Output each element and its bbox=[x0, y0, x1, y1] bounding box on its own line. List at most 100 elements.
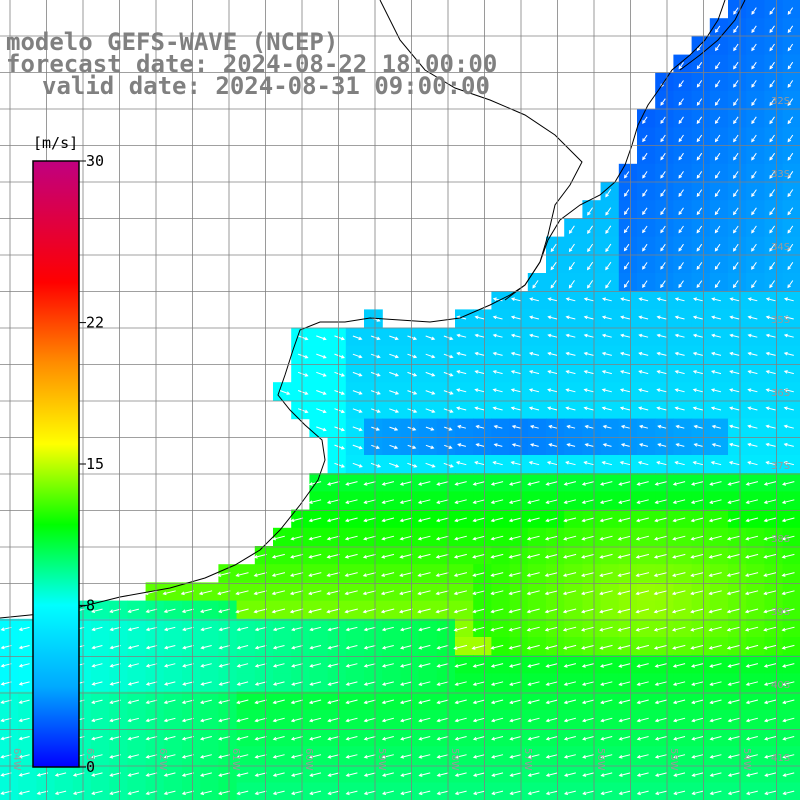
wind-arrow bbox=[127, 754, 140, 759]
wind-arrow bbox=[691, 772, 704, 777]
wind-arrow bbox=[363, 499, 376, 504]
wind-arrow bbox=[562, 572, 577, 577]
wind-arrow bbox=[279, 390, 291, 395]
wind-arrow bbox=[345, 681, 358, 686]
wind-arrow bbox=[308, 499, 322, 504]
wind-arrow bbox=[547, 315, 558, 320]
wind-arrow bbox=[290, 535, 304, 541]
wind-arrow bbox=[344, 535, 358, 541]
wind-arrow bbox=[764, 736, 777, 741]
wind-arrow bbox=[726, 572, 741, 577]
wind-arrow bbox=[453, 572, 468, 577]
wind-arrow bbox=[675, 443, 685, 447]
wind-arrow bbox=[362, 572, 377, 577]
wind-arrow bbox=[511, 443, 521, 447]
wind-arrow bbox=[509, 736, 522, 741]
wind-arrow bbox=[254, 663, 267, 668]
wind-arrow bbox=[729, 442, 740, 447]
wind-arrow bbox=[565, 315, 576, 320]
wind-arrow bbox=[783, 333, 794, 338]
wind-arrow bbox=[690, 626, 704, 632]
wind-arrow bbox=[472, 608, 486, 614]
wind-arrow bbox=[744, 608, 759, 614]
wind-arrow bbox=[787, 171, 794, 179]
wind-arrow bbox=[363, 754, 376, 759]
wind-arrow bbox=[345, 790, 358, 796]
wind-arrow bbox=[636, 517, 649, 523]
wind-arrow bbox=[510, 351, 521, 356]
wind-arrow bbox=[691, 717, 704, 723]
wind-arrow bbox=[636, 790, 649, 796]
wind-arrow bbox=[181, 790, 194, 796]
wind-arrow bbox=[455, 461, 467, 466]
wind-arrow bbox=[399, 481, 413, 486]
wind-arrow bbox=[548, 443, 558, 447]
lat-label: 32S bbox=[771, 96, 790, 107]
wind-arrow bbox=[708, 608, 722, 614]
wind-arrow bbox=[471, 644, 486, 650]
wind-arrow bbox=[436, 681, 449, 686]
wind-arrow bbox=[602, 424, 612, 429]
wind-arrow bbox=[418, 644, 431, 650]
wind-arrow bbox=[309, 645, 322, 650]
wind-arrow bbox=[199, 699, 212, 705]
wind-arrow bbox=[763, 626, 777, 632]
wind-arrow bbox=[710, 370, 722, 375]
wind-arrow bbox=[654, 663, 668, 668]
wind-arrow bbox=[316, 408, 327, 414]
wind-arrow bbox=[565, 297, 576, 302]
wind-arrow bbox=[781, 608, 795, 614]
wind-arrow bbox=[218, 608, 231, 614]
wind-arrow bbox=[472, 553, 486, 559]
wind-arrow bbox=[563, 736, 576, 741]
wind-arrow bbox=[490, 717, 504, 723]
wind-arrow bbox=[316, 353, 327, 359]
wind-arrow bbox=[370, 462, 382, 468]
wind-arrow bbox=[527, 481, 540, 486]
wind-arrow bbox=[637, 461, 649, 466]
wind-arrow bbox=[389, 335, 399, 341]
wind-arrow bbox=[547, 333, 558, 338]
wind-arrow bbox=[527, 681, 540, 686]
wind-arrow bbox=[109, 645, 121, 650]
wind-arrow bbox=[145, 717, 158, 723]
wind-arrow bbox=[782, 736, 795, 741]
wind-arrow bbox=[436, 736, 449, 741]
wind-arrow bbox=[678, 134, 684, 143]
wind-arrow bbox=[363, 699, 376, 705]
wind-arrow bbox=[290, 553, 304, 559]
wind-arrow bbox=[678, 207, 684, 216]
wind-arrow bbox=[787, 61, 794, 70]
wind-arrow bbox=[636, 699, 649, 705]
wind-arrow bbox=[509, 717, 522, 723]
wind-arrow bbox=[199, 608, 212, 614]
wind-arrow bbox=[782, 717, 795, 723]
wind-arrow bbox=[787, 243, 794, 252]
wind-arrow bbox=[747, 461, 758, 466]
wind-arrow bbox=[253, 608, 267, 614]
wind-arrow bbox=[673, 736, 686, 741]
wind-arrow bbox=[587, 280, 594, 289]
wind-arrow bbox=[254, 772, 267, 777]
wind-arrow bbox=[710, 388, 722, 393]
wind-arrow bbox=[727, 699, 740, 705]
wind-arrow bbox=[145, 736, 158, 741]
title-valid-date: valid date: 2024-08-31 09:00:00 bbox=[42, 72, 490, 100]
wind-arrow bbox=[474, 461, 485, 466]
wind-arrow bbox=[454, 481, 467, 486]
wind-arrow bbox=[182, 626, 194, 632]
wind-arrow bbox=[709, 772, 722, 777]
wind-arrow bbox=[18, 645, 30, 650]
wind-arrow bbox=[745, 790, 758, 796]
wind-arrow bbox=[345, 717, 358, 723]
wind-arrow bbox=[508, 608, 522, 614]
wind-arrow bbox=[638, 351, 649, 356]
wind-arrow bbox=[653, 572, 668, 577]
wind-arrow bbox=[764, 790, 777, 796]
wind-arrow bbox=[425, 408, 436, 413]
wind-arrow bbox=[362, 590, 377, 596]
wind-arrow bbox=[544, 572, 559, 577]
wind-arrow bbox=[599, 608, 613, 614]
wind-arrow bbox=[345, 754, 358, 759]
wind-arrow bbox=[709, 754, 722, 759]
